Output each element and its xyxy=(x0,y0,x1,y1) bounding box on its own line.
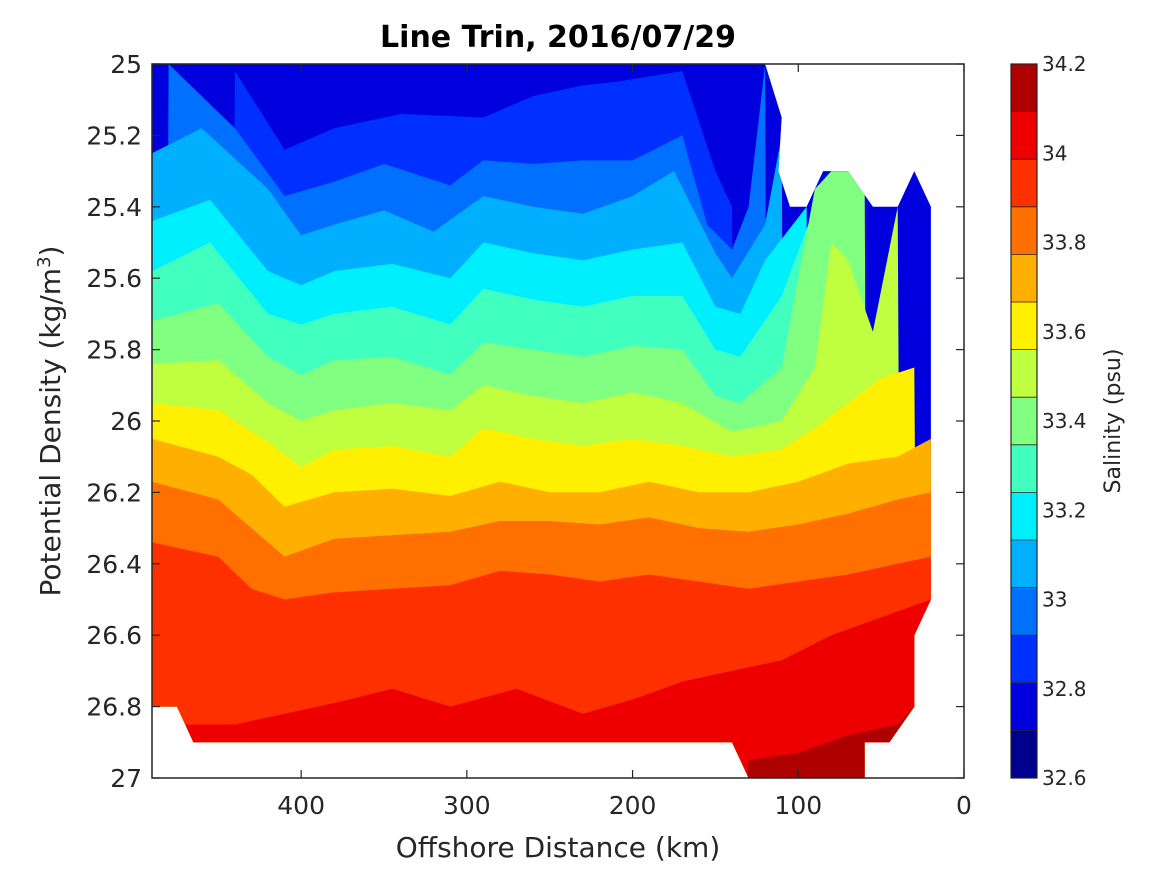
colorbar-tick-label: 34 xyxy=(1042,141,1067,165)
contour-band-33.9 xyxy=(152,599,931,778)
y-axis: 25 25.2 25.4 25.6 25.8 26 26.2 26.4 26.6 26.8 27 xyxy=(86,50,964,793)
y-tick-label: 25.8 xyxy=(86,336,142,365)
colorbar-segment xyxy=(1011,730,1037,779)
y-tick-label: 26 xyxy=(110,407,142,436)
colorbar-segment xyxy=(1011,635,1037,684)
y-tick-label: 25 xyxy=(110,50,142,79)
colorbar-tick-label: 32.8 xyxy=(1042,677,1087,701)
colorbar-segment xyxy=(1011,349,1037,398)
colorbar-tick-label: 33.4 xyxy=(1042,409,1087,433)
colorbar-segment xyxy=(1011,64,1037,113)
y-axis-label: Potential Density (kg/m3) xyxy=(34,246,68,597)
x-tick-label: 300 xyxy=(443,791,491,820)
colorbar: 32.6 32.8 33 33.2 33.4 33.6 33.8 34 34.2 xyxy=(1010,52,1087,790)
contour-fill-layer xyxy=(152,64,931,778)
colorbar-segment xyxy=(1011,587,1037,636)
y-tick-label: 27 xyxy=(110,764,142,793)
colorbar-frame xyxy=(1010,63,1038,779)
colorbar-segment xyxy=(1011,492,1037,541)
colorbar-segment xyxy=(1011,397,1037,446)
colorbar-tick-label: 33.2 xyxy=(1042,498,1087,522)
colorbar-tick-label: 34.2 xyxy=(1042,52,1087,76)
y-tick-label: 25.2 xyxy=(86,121,142,150)
y-tick-label: 25.4 xyxy=(86,193,142,222)
colorbar-segment xyxy=(1011,159,1037,208)
x-tick-label: 0 xyxy=(956,791,972,820)
colorbar-segment xyxy=(1011,302,1037,351)
colorbar-segment xyxy=(1011,111,1037,160)
x-axis: 400 300 200 100 0 xyxy=(277,64,972,820)
x-tick-label: 100 xyxy=(774,791,822,820)
colorbar-label: Salinity (psu) xyxy=(1101,349,1126,494)
y-tick-label: 25.6 xyxy=(86,264,142,293)
x-axis-label: Offshore Distance (km) xyxy=(396,831,721,864)
y-tick-label: 26.4 xyxy=(86,550,142,579)
colorbar-segment xyxy=(1011,254,1037,303)
colorbar-tick-label: 32.6 xyxy=(1042,766,1087,790)
y-tick-label: 26.2 xyxy=(86,478,142,507)
x-tick-label: 400 xyxy=(277,791,325,820)
x-tick-label: 200 xyxy=(609,791,657,820)
colorbar-tick-label: 33 xyxy=(1042,588,1067,612)
contour-band-34.1 xyxy=(762,753,868,778)
colorbar-segment xyxy=(1011,444,1037,493)
colorbar-segment xyxy=(1011,682,1037,731)
colorbar-tick-label: 33.8 xyxy=(1042,231,1087,255)
y-tick-label: 26.8 xyxy=(86,693,142,722)
colorbar-segment xyxy=(1011,206,1037,255)
colorbar-segment xyxy=(1011,540,1037,589)
colorbar-tick-label: 33.6 xyxy=(1042,320,1087,344)
y-tick-label: 26.6 xyxy=(86,621,142,650)
chart-title: Line Trin, 2016/07/29 xyxy=(380,20,736,55)
